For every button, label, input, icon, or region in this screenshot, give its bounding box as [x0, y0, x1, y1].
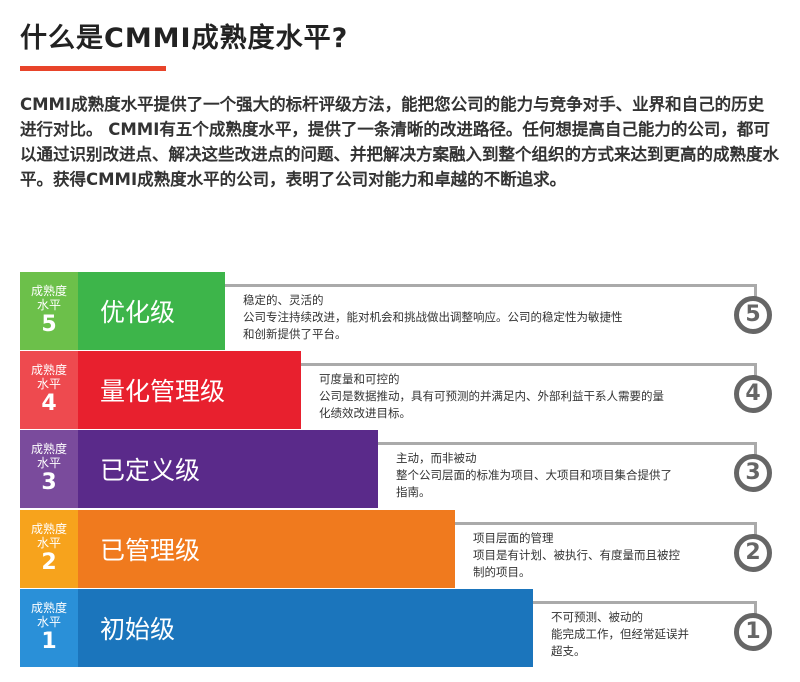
level-description: 稳定的、灵活的公司专注持续改进，能对机会和挑战做出调整响应。公司的稳定性为敏捷性… [243, 292, 623, 343]
level-name: 已定义级 [78, 430, 378, 508]
level-number-circle-icon: 1 [734, 613, 772, 651]
level-row-4: 成熟度 水平 4 量化管理级 可度量和可控的公司是数据推动，具有可预测的并满足内、… [0, 351, 800, 429]
title-underline [20, 66, 166, 71]
level-number: 4 [41, 391, 57, 416]
description-line: 超支。 [551, 644, 586, 658]
page-title: 什么是CMMI成熟度水平? [20, 23, 349, 54]
level-number-circle-icon: 3 [734, 454, 772, 492]
connector-line [754, 363, 757, 377]
description-line: 能完成工作，但经常延误并 [551, 627, 689, 641]
level-description: 可度量和可控的公司是数据推动，具有可预测的并满足内、外部利益干系人需要的量 化绩效… [319, 371, 664, 422]
level-name: 量化管理级 [78, 351, 301, 429]
level-badge: 成熟度 水平 1 [20, 589, 78, 667]
level-row-5: 成熟度 水平 5 优化级 稳定的、灵活的公司专注持续改进，能对机会和挑战做出调整响… [0, 272, 800, 350]
description-line: 稳定的、灵活的 [243, 293, 324, 307]
description-line: 项目层面的管理 [473, 531, 554, 545]
level-tag: 成熟度 水平 [30, 522, 67, 550]
level-badge: 成熟度 水平 5 [20, 272, 78, 350]
level-tag: 成熟度 水平 [30, 284, 67, 312]
connector-line [754, 601, 757, 615]
level-name: 已管理级 [78, 510, 455, 588]
description-line: 项目是有计划、被执行、有度量而且被控 [473, 548, 680, 562]
description-line: 公司专注持续改进，能对机会和挑战做出调整响应。公司的稳定性为敏捷性 [243, 310, 623, 324]
level-number: 1 [41, 629, 57, 654]
level-number-circle-icon: 5 [734, 296, 772, 334]
level-number: 5 [41, 312, 57, 337]
level-tag: 成熟度 水平 [30, 601, 67, 629]
connector-line [455, 522, 757, 525]
connector-line [225, 284, 757, 287]
level-row-2: 成熟度 水平 2 已管理级 项目层面的管理项目是有计划、被执行、有度量而且被控 制的… [0, 510, 800, 588]
description-line: 公司是数据推动，具有可预测的并满足内、外部利益干系人需要的量 [319, 389, 664, 403]
connector-line [754, 522, 757, 536]
connector-line [378, 442, 757, 445]
level-name: 初始级 [78, 589, 533, 667]
connector-line [533, 601, 757, 604]
description-line: 化绩效改进目标。 [319, 406, 411, 420]
level-number-circle-icon: 2 [734, 534, 772, 572]
level-row-3: 成熟度 水平 3 已定义级 主动，而非被动整个公司层面的标准为项目、大项目和项目集… [0, 430, 800, 508]
level-name: 优化级 [78, 272, 225, 350]
description-line: 指南。 [396, 485, 431, 499]
level-badge: 成熟度 水平 3 [20, 430, 78, 508]
level-description: 主动，而非被动整个公司层面的标准为项目、大项目和项目集合提供了 指南。 [396, 450, 672, 501]
level-description: 项目层面的管理项目是有计划、被执行、有度量而且被控 制的项目。 [473, 530, 680, 581]
intro-paragraph: CMMI成熟度水平提供了一个强大的标杆评级方法，能把您公司的能力与竞争对手、业界… [20, 95, 779, 189]
level-row-1: 成熟度 水平 1 初始级 不可预测、被动的能完成工作，但经常延误并 超支。 1 [0, 589, 800, 667]
description-line: 主动，而非被动 [396, 451, 477, 465]
description-line: 整个公司层面的标准为项目、大项目和项目集合提供了 [396, 468, 672, 482]
level-badge: 成熟度 水平 4 [20, 351, 78, 429]
connector-line [754, 284, 757, 298]
level-description: 不可预测、被动的能完成工作，但经常延误并 超支。 [551, 609, 689, 660]
level-number: 3 [41, 470, 57, 495]
level-number-circle-icon: 4 [734, 375, 772, 413]
description-line: 制的项目。 [473, 565, 531, 579]
level-tag: 成熟度 水平 [30, 363, 67, 391]
level-number: 2 [41, 550, 57, 575]
level-tag: 成熟度 水平 [30, 442, 67, 470]
connector-line [754, 442, 757, 456]
description-line: 不可预测、被动的 [551, 610, 643, 624]
description-line: 和创新提供了平台。 [243, 327, 347, 341]
level-badge: 成熟度 水平 2 [20, 510, 78, 588]
connector-line [301, 363, 757, 366]
description-line: 可度量和可控的 [319, 372, 400, 386]
